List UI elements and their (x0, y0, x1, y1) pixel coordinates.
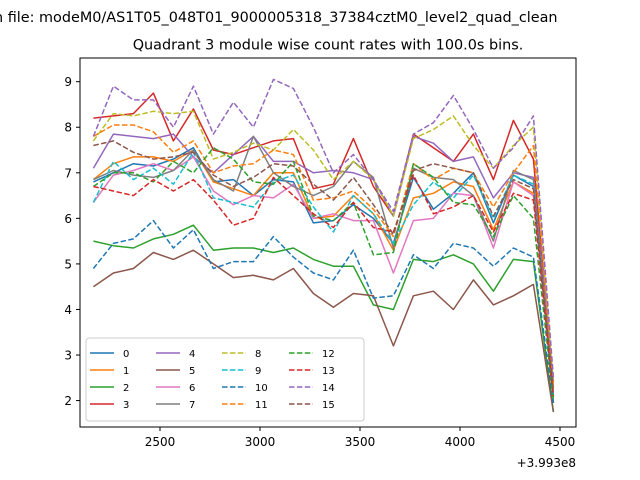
series-3-line (93, 92, 555, 387)
axes-frame (79, 57, 577, 428)
y-tick-label: 7 (64, 166, 72, 180)
legend-label-12: 12 (322, 349, 335, 360)
legend-label-13: 13 (322, 366, 335, 377)
series-14-line (92, 78, 555, 378)
y-tick-label: 2 (64, 394, 72, 408)
legend-label-14: 14 (322, 383, 335, 394)
series-4-line (92, 133, 555, 383)
chart-title: Quadrant 3 module wise count rates with … (133, 38, 524, 54)
y-tick-label: 5 (64, 257, 72, 271)
legend-label-6: 6 (189, 383, 195, 394)
series-9-line (92, 151, 555, 397)
legend-label-8: 8 (255, 349, 261, 360)
x-tick-label: 4500 (545, 435, 576, 449)
y-tick-label: 9 (64, 75, 72, 89)
legend-label-4: 4 (189, 349, 195, 360)
series-10-line (92, 219, 555, 404)
y-tick-label: 3 (64, 349, 72, 363)
legend-label-5: 5 (189, 366, 195, 377)
series-8-line (92, 110, 555, 387)
series-1-line (92, 149, 555, 399)
legend-box (85, 337, 365, 422)
series-12-line (92, 146, 555, 401)
x-tick-label: 3500 (345, 435, 376, 449)
legend-label-15: 15 (322, 400, 335, 411)
legend-label-7: 7 (189, 400, 195, 411)
figure-suptitle: n file: modeM0/AS1T05_048T01_9000005318_… (0, 10, 558, 26)
plot-area: 2500 3000 3500 4000 4500 2 3 4 5 6 7 8 9 (64, 57, 577, 449)
series-13-line (93, 174, 555, 397)
x-tick-label: 3000 (245, 435, 276, 449)
x-tick-label: 2500 (145, 435, 176, 449)
series-11-line (93, 124, 555, 383)
series-7-line (93, 135, 555, 394)
legend-label-1: 1 (123, 366, 129, 377)
legend-label-3: 3 (123, 400, 129, 411)
legend-label-11: 11 (255, 400, 268, 411)
x-tick-label: 4000 (445, 435, 476, 449)
legend-label-2: 2 (123, 383, 129, 394)
legend-label-0: 0 (123, 349, 129, 360)
series-15-line (93, 140, 555, 392)
y-tick-label: 6 (64, 212, 72, 226)
legend-label-10: 10 (255, 383, 268, 394)
series-5-line (92, 249, 555, 413)
series-2-line (93, 224, 555, 413)
x-offset-text: +3.993e8 (517, 456, 576, 470)
y-tick-label: 8 (64, 121, 72, 135)
y-tick-label: 4 (64, 303, 72, 317)
legend-label-9: 9 (255, 366, 261, 377)
